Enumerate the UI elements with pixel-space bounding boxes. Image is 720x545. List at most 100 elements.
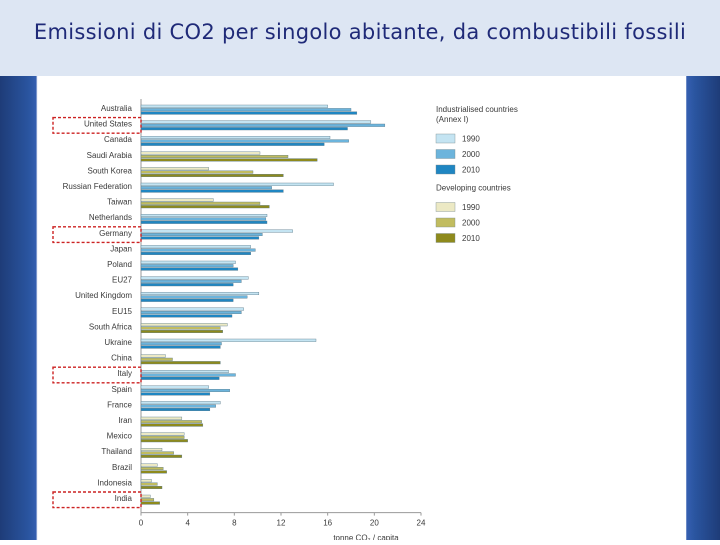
category-label: Russian Federation: [63, 182, 132, 191]
bar: [140, 283, 234, 287]
category-label: Mexico: [107, 432, 133, 441]
bar: [140, 198, 214, 202]
slide-title: Emissioni di CO2 per singolo abitante, d…: [33, 20, 687, 44]
legend-group-title: Industrialised countries: [436, 105, 518, 114]
category-label: Saudi Arabia: [87, 151, 133, 160]
bar: [140, 323, 228, 327]
legend-group-title: (Annex I): [436, 115, 469, 124]
chart-area: Australia United States Canada Saudi Arabia…: [38, 76, 686, 543]
bar: [140, 220, 268, 224]
bar: [140, 245, 251, 249]
bar: [140, 127, 348, 131]
bar: [140, 120, 372, 124]
category-label: Taiwan: [107, 198, 132, 207]
bar: [140, 467, 164, 471]
bar: [140, 326, 221, 330]
legend-item-label: 2010: [462, 166, 480, 175]
bar: [140, 158, 318, 162]
bar: [140, 236, 260, 240]
bar: [140, 104, 328, 108]
category-label: United States: [84, 120, 132, 129]
legend-item-label: 2000: [462, 150, 480, 159]
bar: [140, 201, 261, 205]
bar: [140, 298, 234, 302]
bar: [140, 342, 222, 346]
highlight-box: [52, 226, 142, 244]
legend-swatch: [435, 233, 456, 243]
category-label: Canada: [104, 135, 133, 144]
category-label: France: [107, 400, 132, 409]
x-tick-label: 8: [232, 519, 237, 528]
bar: [140, 279, 242, 283]
bar: [140, 494, 151, 498]
bar: [140, 186, 272, 190]
bar: [140, 470, 167, 474]
legend-swatch: [435, 164, 456, 175]
legend-item-label: 1990: [462, 203, 480, 212]
bar: [140, 376, 220, 380]
bar: [140, 338, 317, 342]
slide-title-bar: Emissioni di CO2 per singolo abitante, d…: [0, 0, 720, 76]
bar: [140, 229, 293, 233]
bar: [140, 205, 270, 209]
legend-item-label: 2010: [462, 234, 480, 243]
bar: [140, 435, 185, 439]
legend-swatch: [435, 217, 456, 228]
highlight-box: [52, 366, 142, 384]
bar: [140, 361, 221, 365]
category-label: Germany: [99, 229, 132, 238]
category-label: Iran: [118, 416, 132, 425]
bar: [140, 173, 284, 177]
bar: [140, 310, 242, 314]
x-tick-label: 16: [323, 519, 332, 528]
category-label: India: [115, 494, 133, 503]
highlight-box: [52, 491, 142, 509]
category-label: EU27: [112, 276, 133, 285]
bar: [140, 248, 256, 252]
bar: [140, 451, 174, 455]
category-label: Japan: [110, 244, 132, 253]
bar: [140, 408, 211, 412]
bar: [140, 314, 233, 318]
bar: [140, 189, 284, 193]
bar: [140, 111, 358, 115]
bar: [140, 370, 229, 374]
bar-chart: Australia United States Canada Saudi Arabia…: [52, 99, 518, 543]
bar: [140, 416, 183, 420]
x-tick-label: 24: [417, 519, 426, 528]
category-label: South Korea: [88, 166, 133, 175]
bar: [140, 151, 261, 155]
bar: [140, 213, 268, 217]
bar: [140, 232, 263, 236]
category-label: Netherlands: [89, 213, 132, 222]
highlight-box: [52, 116, 142, 134]
bar: [140, 498, 155, 502]
bar: [140, 404, 216, 408]
category-label: Poland: [107, 260, 132, 269]
legend-item-label: 2000: [462, 219, 480, 228]
bar: [140, 260, 236, 264]
bar: [140, 142, 325, 146]
bar: [140, 420, 202, 424]
bar: [140, 479, 152, 483]
bar: [140, 482, 158, 486]
bar: [140, 373, 236, 377]
x-axis-label: tonne CO₂ / capita: [333, 534, 399, 540]
bar: [140, 463, 158, 467]
bar: [140, 267, 239, 271]
bar: [140, 448, 163, 452]
category-label: Brazil: [112, 463, 132, 472]
bar: [140, 123, 386, 127]
bar: [140, 154, 289, 158]
bar: [140, 385, 209, 389]
bar: [140, 291, 260, 295]
category-label: Thailand: [101, 447, 132, 456]
category-label: China: [111, 354, 132, 363]
bar: [140, 357, 173, 361]
bar: [140, 307, 244, 311]
bar: [140, 439, 188, 443]
legend-swatch: [435, 202, 456, 212]
bar: [140, 264, 234, 268]
legend-group-title: Developing countries: [436, 184, 511, 193]
legend-swatch: [435, 149, 456, 159]
